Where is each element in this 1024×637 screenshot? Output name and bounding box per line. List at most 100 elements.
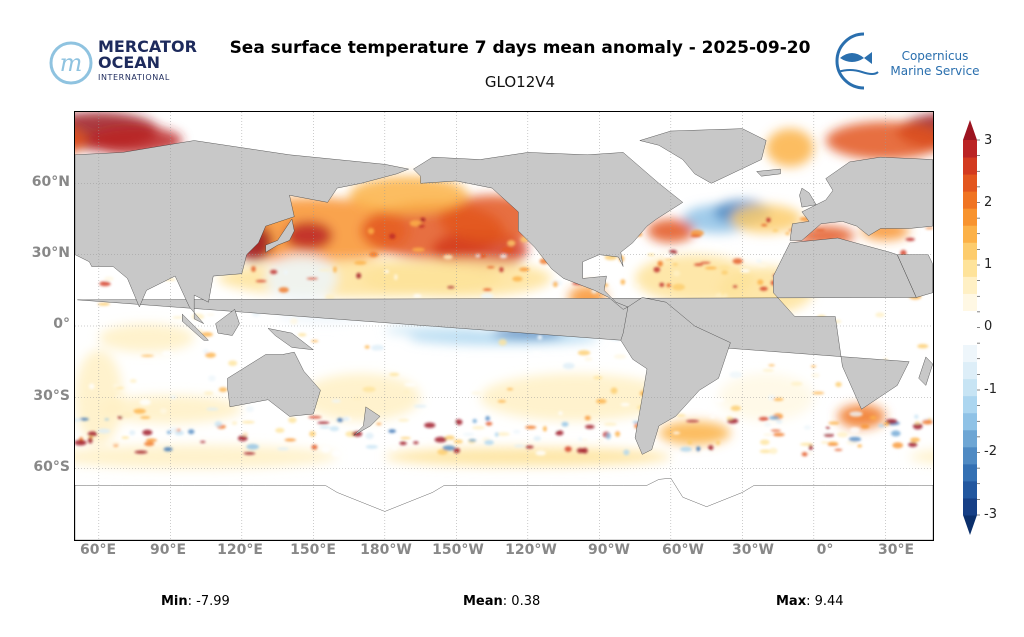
- anomaly-eddy: [152, 368, 164, 374]
- anomaly-eddy: [485, 421, 493, 426]
- colorbar-bin: [963, 463, 977, 482]
- anomaly-eddy: [519, 267, 530, 272]
- anomaly-eddy: [246, 443, 259, 450]
- colorbar-bin: [963, 310, 977, 328]
- anomaly-eddy: [453, 439, 463, 444]
- anomaly-eddy: [472, 425, 485, 430]
- anomaly-eddy: [811, 372, 820, 378]
- sst-anomaly-map[interactable]: [74, 111, 934, 541]
- land-africa: [77, 238, 916, 409]
- anomaly-eddy: [455, 419, 463, 426]
- anomaly-eddy: [168, 427, 178, 434]
- stat-mean: Mean: 0.38: [463, 594, 540, 609]
- mercator-ocean-logo: m MERCATOR OCEAN INTERNATIONAL: [48, 38, 198, 86]
- anomaly-eddy: [87, 431, 98, 437]
- colorbar-bin: [963, 242, 977, 260]
- anomaly-eddy: [113, 384, 121, 388]
- land-europe: [790, 157, 933, 240]
- anomaly-eddy: [905, 237, 915, 242]
- anomaly-eddy: [318, 269, 331, 272]
- anomaly-eddy: [810, 365, 817, 368]
- mercator-line3: INTERNATIONAL: [98, 73, 170, 82]
- lon-label: 30°E: [877, 542, 915, 558]
- anomaly-eddy: [672, 283, 685, 291]
- land-samerica: [621, 297, 731, 454]
- copernicus-line2: Marine Service: [890, 64, 980, 78]
- anomaly-eddy: [593, 375, 603, 380]
- anomaly-eddy: [576, 447, 584, 454]
- anomaly-eddy: [317, 421, 330, 425]
- anomaly-eddy: [434, 436, 447, 443]
- anomaly-eddy: [354, 260, 367, 265]
- anomaly-eddy: [912, 423, 923, 430]
- anomaly-eddy: [214, 421, 223, 428]
- anomaly-eddy: [756, 259, 762, 263]
- anomaly-eddy: [420, 217, 426, 222]
- colorbar-min-arrow: [963, 515, 977, 535]
- land-iceland: [757, 169, 781, 176]
- anomaly-eddy: [389, 233, 396, 240]
- anomaly-eddy: [552, 281, 559, 288]
- anomaly-patch: [730, 204, 802, 234]
- anomaly-eddy: [480, 293, 494, 300]
- anomaly-eddy: [297, 333, 307, 337]
- anomaly-eddy: [882, 422, 890, 427]
- anomaly-eddy: [399, 441, 407, 446]
- anomaly-eddy: [801, 451, 808, 457]
- anomaly-eddy: [835, 381, 842, 387]
- anomaly-eddy: [391, 446, 398, 450]
- lon-label: 90°E: [149, 542, 187, 558]
- anomaly-patch: [825, 121, 933, 160]
- stat-max: Max: 9.44: [776, 594, 844, 609]
- stat-min-value: : -7.99: [187, 594, 230, 609]
- anomaly-eddy: [917, 343, 929, 349]
- anomaly-eddy: [693, 263, 704, 267]
- anomaly-eddy: [75, 418, 82, 422]
- anomaly-eddy: [269, 269, 278, 275]
- anomaly-eddy: [275, 427, 285, 433]
- anomaly-eddy: [364, 345, 370, 349]
- anomaly-eddy: [714, 398, 725, 403]
- colorbar-bin: [963, 412, 977, 431]
- anomaly-patch: [98, 323, 195, 353]
- anomaly-eddy: [775, 419, 783, 424]
- anomaly-eddy: [289, 318, 298, 325]
- anomaly-eddy: [371, 344, 385, 351]
- lon-label: 30°W: [732, 542, 774, 558]
- anomaly-eddy: [512, 276, 523, 282]
- anomaly-eddy: [424, 422, 436, 429]
- copernicus-marine-logo: Copernicus Marine Service: [830, 30, 990, 92]
- graticule: [75, 112, 933, 540]
- anomaly-eddy: [740, 268, 750, 273]
- anomaly-eddy: [99, 281, 111, 287]
- anomaly-eddy: [816, 441, 821, 447]
- anomaly-eddy: [595, 398, 607, 404]
- anomaly-eddy: [761, 223, 768, 227]
- anomaly-eddy: [757, 279, 764, 286]
- anomaly-eddy: [310, 339, 319, 343]
- anomaly-eddy: [612, 428, 623, 431]
- anomaly-eddy: [763, 433, 773, 437]
- land-japan: [266, 219, 295, 252]
- anomaly-eddy: [820, 441, 829, 444]
- anomaly-eddy: [507, 240, 516, 247]
- anomaly-eddy: [104, 276, 114, 282]
- anomaly-eddy: [732, 258, 743, 265]
- anomaly-eddy: [773, 397, 784, 401]
- lon-label: 90°W: [588, 542, 630, 558]
- anomaly-eddy: [284, 438, 297, 442]
- anomaly-eddy: [715, 440, 721, 446]
- anomaly-eddy: [231, 421, 238, 426]
- anomaly-eddy: [365, 432, 374, 440]
- anomaly-eddy: [306, 277, 318, 280]
- lon-label: 60°E: [79, 542, 117, 558]
- anomaly-eddy: [613, 354, 627, 359]
- anomaly-eddy: [362, 386, 376, 393]
- anomaly-eddy: [769, 447, 778, 455]
- anomaly-eddy: [485, 415, 491, 421]
- anomaly-patch: [75, 129, 87, 152]
- colorbar-bin: [963, 276, 977, 294]
- mercator-line2: OCEAN: [98, 53, 161, 72]
- anomaly-eddy: [120, 411, 134, 418]
- anomaly-eddy: [496, 432, 510, 437]
